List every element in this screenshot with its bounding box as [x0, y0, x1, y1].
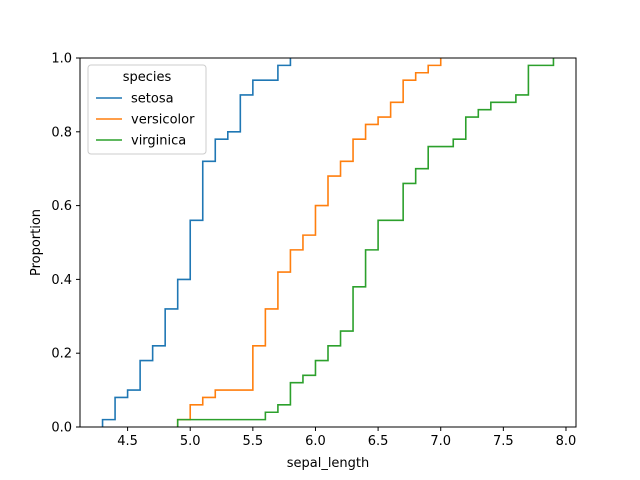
series-line-versicolor [176, 58, 442, 427]
x-tick-label: 5.5 [243, 434, 264, 449]
legend-label-versicolor: versicolor [131, 113, 195, 128]
x-tick-label: 6.0 [305, 434, 326, 449]
y-axis-label: Proportion [29, 209, 44, 276]
x-tick-label: 7.5 [493, 434, 514, 449]
x-axis-label: sepal_length [287, 456, 370, 471]
y-tick-label: 1.0 [51, 52, 72, 67]
y-tick-label: 0.8 [51, 125, 72, 140]
y-tick-label: 0.2 [51, 347, 72, 362]
series-line-virginica [176, 58, 555, 427]
legend-box [87, 64, 207, 155]
legend-label-setosa: setosa [131, 92, 174, 107]
series-layer [101, 58, 555, 427]
y-tick-label: 0.0 [51, 421, 72, 436]
x-axis-ticks: 4.5 5.0 5.5 6.0 6.5 7.0 7.5 8.0 [117, 427, 576, 449]
series-line-setosa [101, 58, 292, 427]
legend-title: species [123, 70, 172, 85]
legend-label-virginica: virginica [131, 134, 186, 149]
y-tick-label: 0.4 [51, 273, 72, 288]
y-axis-ticks: 0.0 0.2 0.4 0.6 0.8 1.0 [51, 52, 80, 436]
axes-frame [79, 57, 577, 428]
x-tick-label: 5.0 [180, 434, 201, 449]
x-tick-label: 4.5 [117, 434, 138, 449]
legend-entries: setosa versicolor virginica [96, 92, 195, 149]
x-tick-label: 6.5 [368, 434, 389, 449]
legend: species setosa versicolor virginica [87, 64, 207, 155]
x-tick-label: 7.0 [430, 434, 451, 449]
x-tick-label: 8.0 [556, 434, 577, 449]
y-tick-label: 0.6 [51, 199, 72, 214]
